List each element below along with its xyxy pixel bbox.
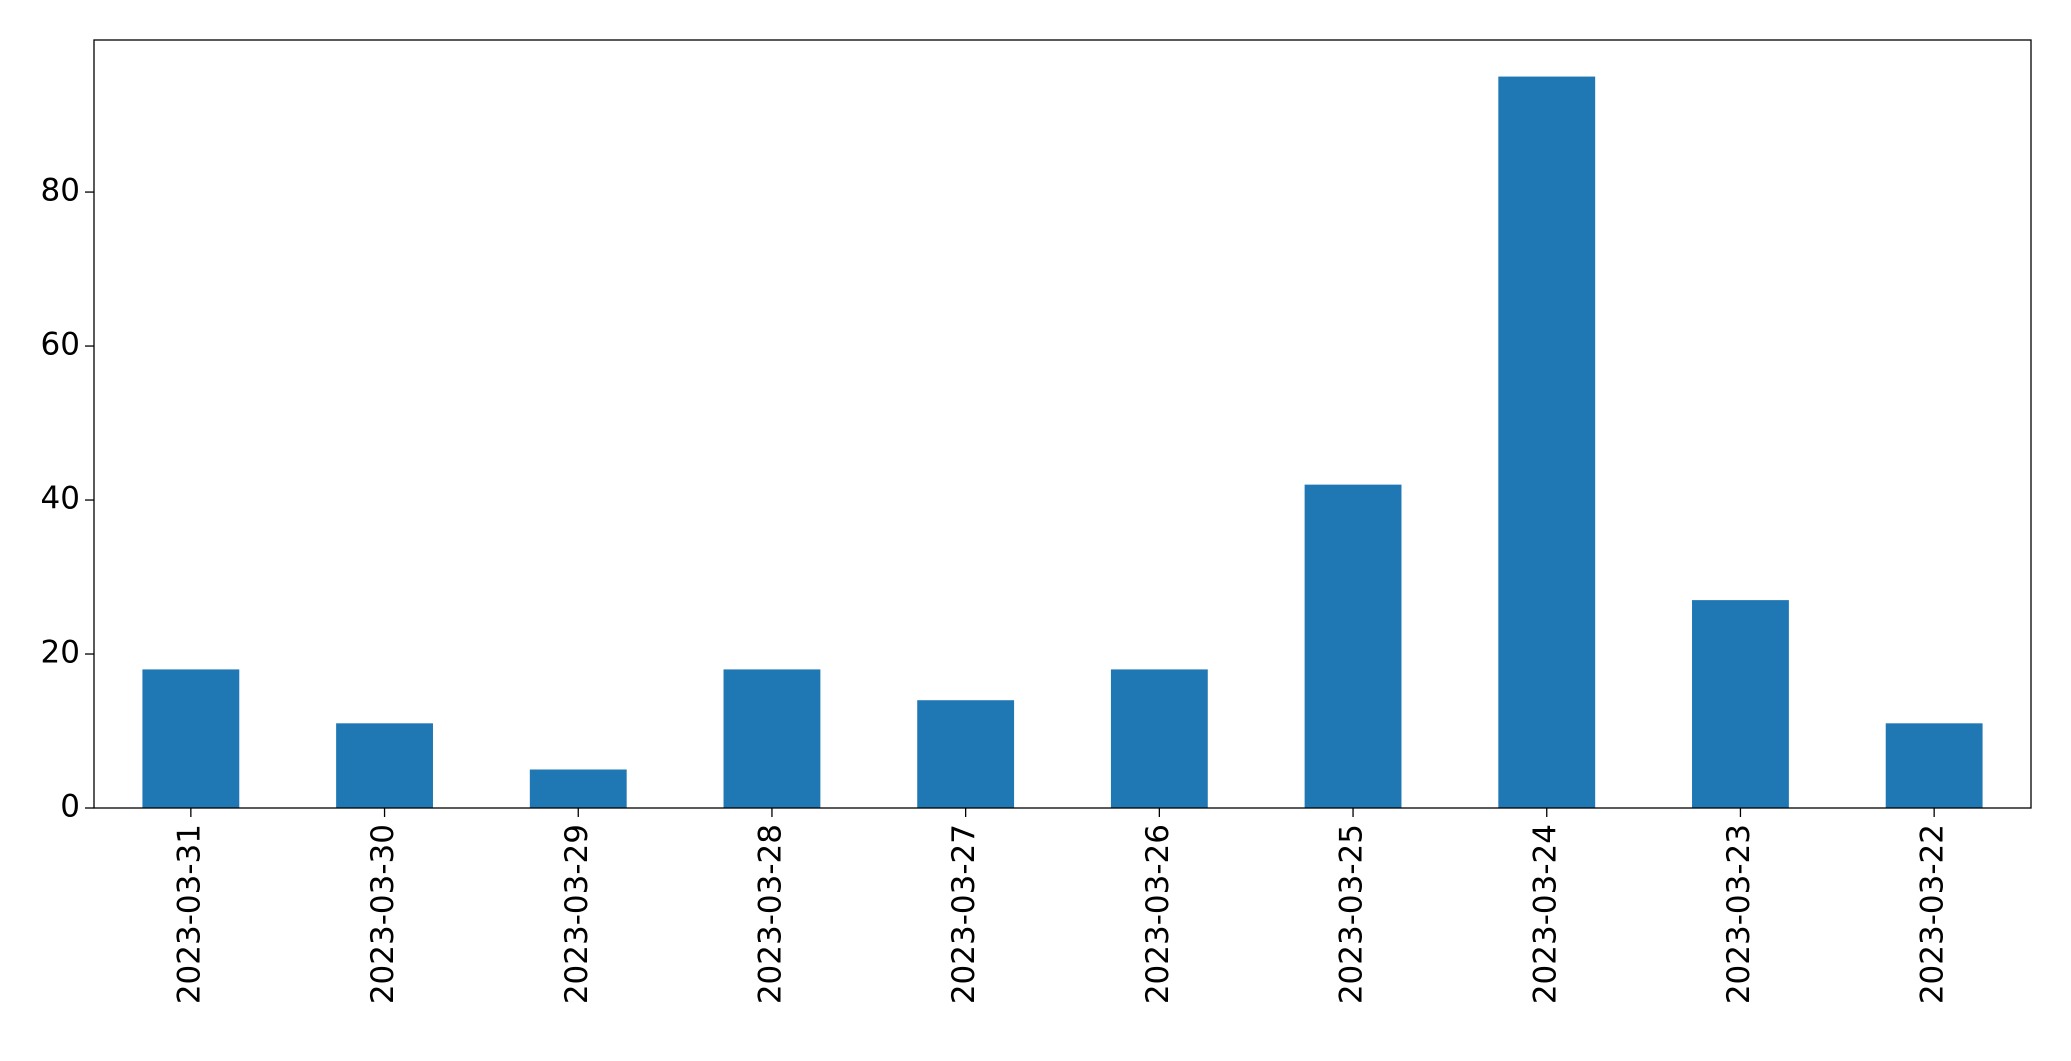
bar [1304, 484, 1402, 808]
bar [1885, 723, 1983, 808]
y-tick-label: 40 [41, 481, 80, 517]
y-tick-label: 80 [41, 173, 80, 209]
x-tick-label: 2023-03-26 [1140, 824, 1176, 1004]
x-tick-label: 2023-03-25 [1334, 824, 1370, 1004]
x-tick-label: 2023-03-23 [1721, 824, 1757, 1004]
y-tick-label: 60 [41, 327, 80, 363]
x-tick-label: 2023-03-28 [752, 824, 788, 1004]
bar [1498, 76, 1596, 809]
x-tick-label: 2023-03-27 [946, 824, 982, 1004]
bar [142, 669, 240, 808]
x-tick-label: 2023-03-29 [559, 824, 595, 1004]
bar [1110, 669, 1208, 808]
bar [336, 723, 433, 808]
x-tick-label: 2023-03-30 [365, 824, 401, 1004]
bar [529, 769, 627, 808]
plot-frame [93, 39, 2032, 809]
bar [1692, 600, 1789, 808]
bar [917, 700, 1015, 808]
y-tick-label: 20 [41, 635, 80, 671]
y-tick-label: 0 [60, 789, 80, 825]
x-tick-label: 2023-03-24 [1527, 824, 1563, 1004]
x-tick-label: 2023-03-22 [1915, 824, 1951, 1004]
x-tick-label: 2023-03-31 [171, 824, 207, 1004]
bar [723, 669, 821, 808]
